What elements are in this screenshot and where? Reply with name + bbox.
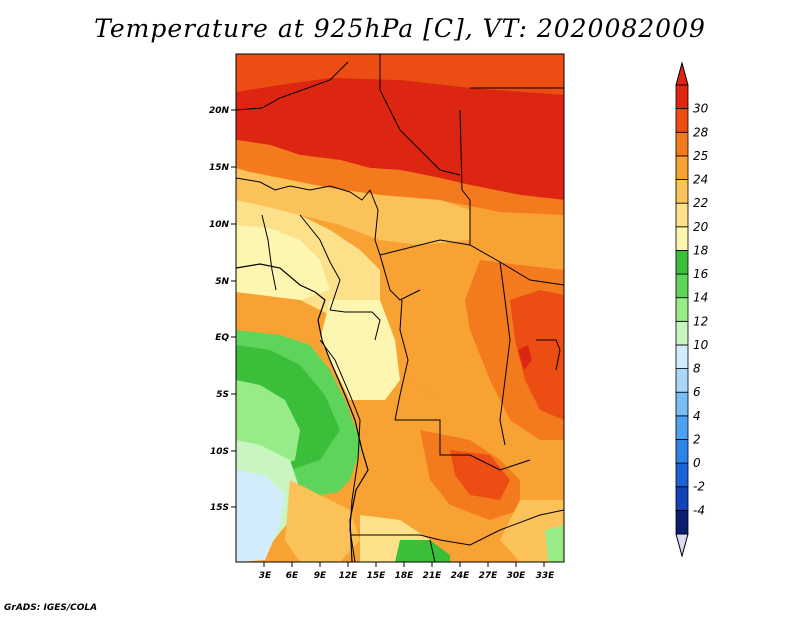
colorbar-segment <box>675 391 689 417</box>
colorbar-label: 2 <box>693 432 701 446</box>
colorbar-label: 8 <box>693 362 701 376</box>
lon-label: 6E <box>286 571 299 581</box>
colorbar-segment <box>675 250 689 275</box>
colorbar-label: 24 <box>693 173 708 187</box>
lon-label: 18E <box>395 571 415 581</box>
colorbar-label: 28 <box>693 125 709 139</box>
lon-label: 9E <box>314 571 327 581</box>
colorbar-segment <box>675 415 689 440</box>
colorbar-segment <box>675 439 689 464</box>
lat-label: 20N <box>209 106 230 116</box>
colorbar-segment <box>675 509 689 535</box>
colorbar-segment <box>675 320 689 346</box>
lon-label: 15E <box>367 571 387 581</box>
lat-label: 10S <box>210 447 229 457</box>
colorbar-label: 0 <box>693 456 701 470</box>
colorbar-label: 16 <box>693 267 709 281</box>
colorbar-segment <box>675 344 689 369</box>
colorbar-label: 6 <box>693 385 701 399</box>
colorbar-label: 30 <box>693 102 709 116</box>
coastline <box>236 263 369 562</box>
colorbar-segment <box>675 462 689 488</box>
lat-label: 10N <box>209 220 230 230</box>
colorbar-label: 20 <box>693 220 709 234</box>
lat-label: 15S <box>210 503 229 513</box>
longitude-ticks <box>263 562 545 567</box>
colorbar-segment <box>675 297 689 322</box>
colorbar-segment <box>675 273 689 299</box>
colorbar-label: 4 <box>693 409 701 423</box>
colorbar-label: -2 <box>693 480 705 494</box>
colorbar-label: 12 <box>693 314 708 328</box>
country-borders <box>236 54 564 562</box>
lon-label: 24E <box>451 571 471 581</box>
lon-label: 21E <box>423 571 443 581</box>
lat-label: 5S <box>216 390 229 400</box>
colorbar-label: -4 <box>693 503 705 517</box>
lat-label: EQ <box>215 333 229 343</box>
colorbar-upper-arrow <box>675 61 689 86</box>
colorbar-segment <box>675 131 689 157</box>
colorbar-label: 18 <box>693 243 709 257</box>
colorbar-segment <box>675 368 689 393</box>
colorbar-segment <box>675 226 689 251</box>
lon-label: 33E <box>536 571 556 581</box>
colorbar-segment <box>675 155 689 180</box>
colorbar-lower-arrow <box>675 533 689 558</box>
colorbar-segment <box>675 108 689 133</box>
colorbar-label: 25 <box>693 149 708 163</box>
lon-label: 12E <box>339 571 359 581</box>
colorbar-label: 14 <box>693 291 708 305</box>
colorbar-segment <box>675 202 689 228</box>
latitude-ticks <box>231 109 236 508</box>
footer-credit: GrADS: IGES/COLA <box>4 603 98 613</box>
lat-label: 5N <box>215 277 229 287</box>
lon-label: 30E <box>507 571 527 581</box>
map-frame <box>235 53 565 563</box>
colorbar-label: 22 <box>693 196 708 210</box>
colorbar-segment <box>675 486 689 511</box>
map-title: Temperature at 925hPa [C], VT: 202008200… <box>94 14 706 43</box>
lon-label: 27E <box>479 571 499 581</box>
colorbar-segment <box>675 84 689 110</box>
lon-label: 3E <box>259 571 272 581</box>
colorbar-label: 10 <box>693 338 709 352</box>
colorbar-segment <box>675 179 689 204</box>
lat-label: 15N <box>209 163 230 173</box>
